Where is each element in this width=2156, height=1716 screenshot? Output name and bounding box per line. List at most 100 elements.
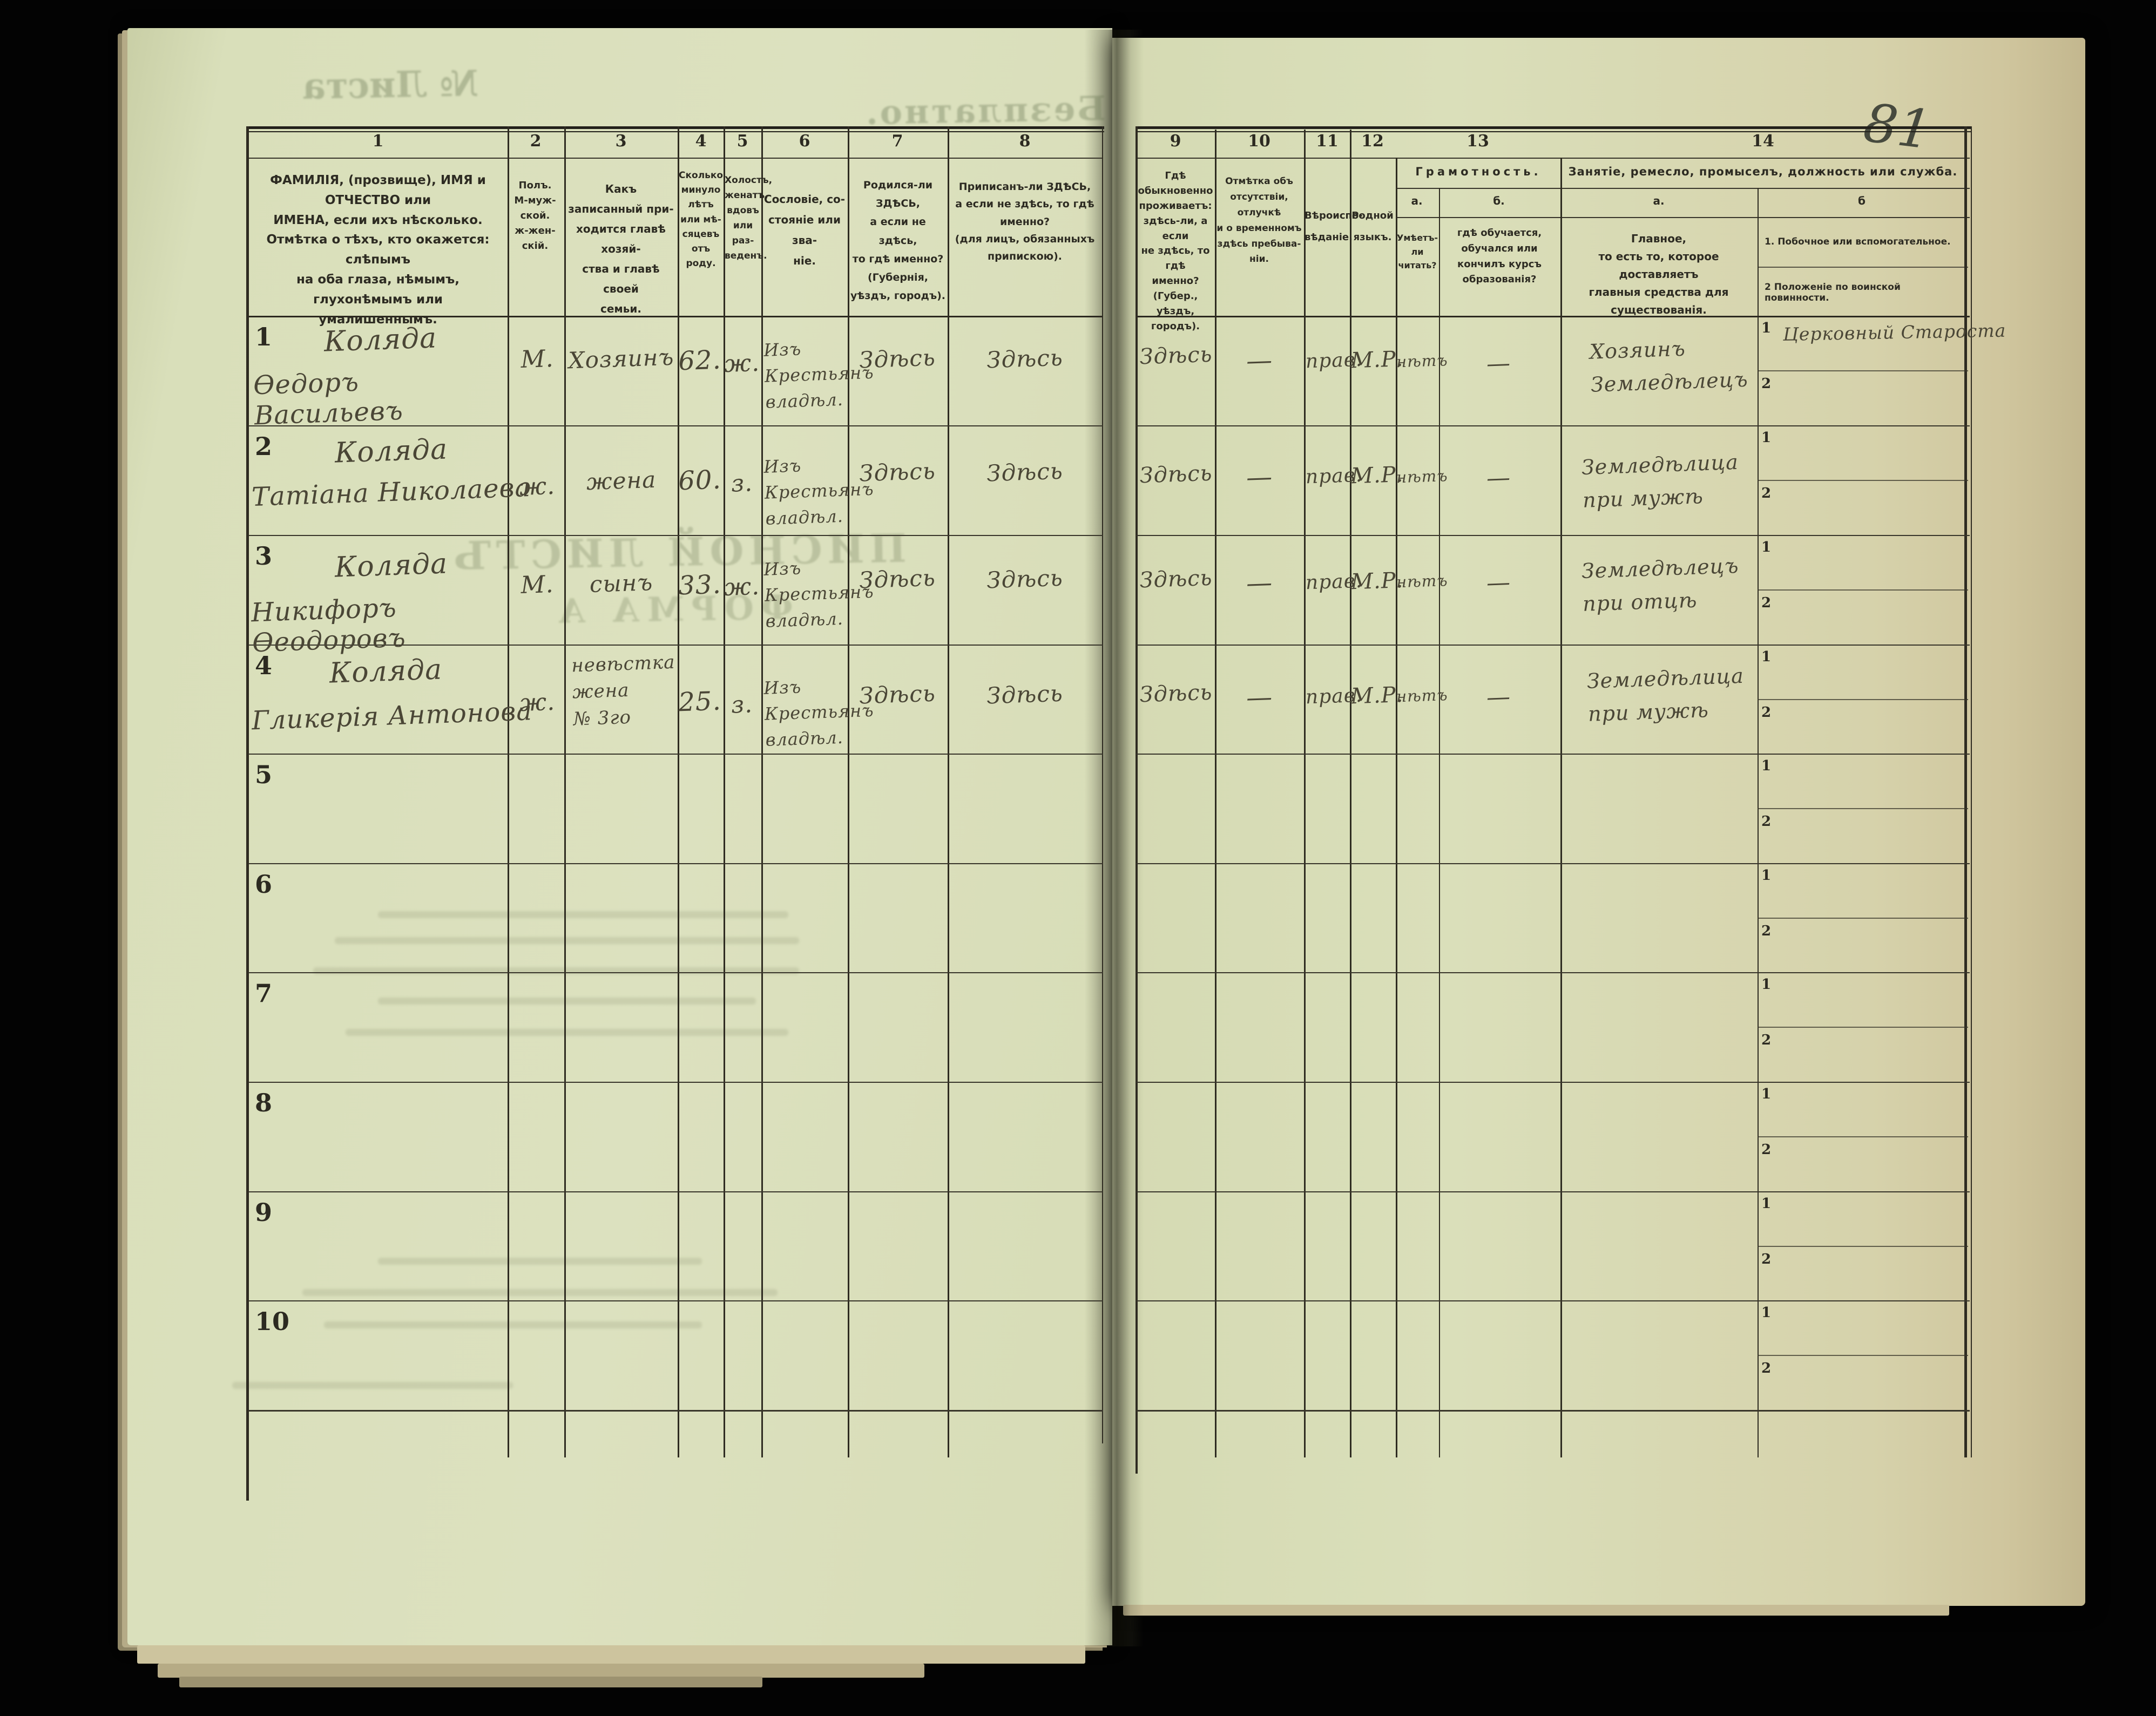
col-number-14: 14: [1752, 132, 1774, 151]
column-header-literacy-title: Грамотность.: [1415, 165, 1542, 178]
row1-education-dash: —: [1486, 349, 1511, 378]
subrow-1-label: 1: [1761, 1196, 1772, 1212]
book-gutter: [1084, 30, 1144, 1646]
rule: [1137, 158, 1970, 159]
row3-religion: прав.: [1305, 569, 1363, 594]
row1-literacy: нѣтъ: [1396, 351, 1449, 371]
row4-absence-dash: —: [1246, 682, 1273, 713]
rule: [508, 126, 509, 1457]
subrow-rule: [1758, 1136, 1968, 1137]
rule: [761, 126, 763, 1457]
row1-given-name: Ѳедоръ Васильевъ: [253, 367, 404, 431]
row4-sex: ж.: [519, 688, 556, 717]
row-rule: [248, 535, 1103, 536]
column-header-marital: Холостъ, женатъ, вдовъ или раз- веденъ.: [725, 175, 773, 262]
row2-surname: Коляда: [334, 433, 449, 470]
row-number: 10: [255, 1307, 290, 1336]
row2-age: 60.: [678, 464, 722, 497]
row3-given-name: Никифоръ Ѳеодоровъ: [251, 593, 407, 659]
col-number-2: 2: [530, 132, 542, 151]
row-rule: [1137, 535, 1970, 536]
row4-occupation: Земледѣлица при мужѣ: [1586, 663, 1745, 726]
row2-language: М.Р.: [1350, 462, 1404, 489]
row1-born-here: Здѣсь: [859, 344, 936, 374]
subrow-rule: [1758, 480, 1968, 481]
row-number: 9: [255, 1198, 273, 1227]
row3-registered-here: Здѣсь: [986, 564, 1064, 594]
row-rule: [248, 1082, 1103, 1083]
sheet-edge: [179, 1677, 762, 1687]
rule: [848, 126, 849, 1457]
row4-religion: прав.: [1305, 684, 1363, 709]
rule: [948, 126, 949, 1457]
row-rule: [248, 1300, 1103, 1301]
row-number: 5: [255, 760, 273, 789]
subrow-2-label: 2: [1761, 376, 1772, 392]
ghost-bleed-line: [378, 1258, 702, 1265]
subrow-rule: [1758, 370, 1968, 371]
col-number-1: 1: [372, 132, 384, 151]
row4-marital: з.: [731, 690, 753, 719]
row2-residence: Здѣсь: [1139, 460, 1213, 489]
column-header-name: ФАМИЛІЯ, (прозвище), ИМЯ и ОТЧЕСТВО или …: [266, 173, 490, 327]
col-number-9: 9: [1170, 132, 1181, 151]
row-rule: [248, 863, 1103, 864]
subrow-2-label: 2: [1761, 813, 1772, 830]
row-rule: [1137, 645, 1970, 646]
row4-age: 25.: [678, 686, 722, 718]
col-number-6: 6: [799, 132, 810, 151]
literacy-sub-a-label: а.: [1411, 194, 1423, 207]
ghost-bleed-line: [324, 1321, 702, 1328]
row3-literacy: нѣтъ: [1396, 571, 1449, 592]
row-rule: [1137, 1410, 1970, 1412]
subrow-2-label: 2: [1761, 1032, 1772, 1048]
rule: [724, 126, 725, 1457]
rule: [248, 316, 1103, 317]
row4-literacy: нѣтъ: [1396, 686, 1449, 706]
rule: [1758, 267, 1968, 268]
column-header-estate: Сословіе, со- стояніе или зва- ніе.: [763, 193, 846, 267]
row-number: 1: [255, 322, 273, 351]
rule: [1964, 126, 1967, 1457]
column-header-occupation-b2: 2 Положеніе по воинской повинности.: [1765, 282, 1901, 303]
column-header-occupation-a: Главное, то есть то, которое доставляетъ…: [1589, 232, 1729, 316]
row3-sex: М.: [520, 570, 555, 600]
rule: [246, 126, 249, 1501]
row-rule: [1137, 1082, 1970, 1083]
row-rule: [248, 754, 1103, 755]
subrow-1-label: 1: [1761, 320, 1772, 336]
row-number: 8: [255, 1088, 273, 1117]
column-header-relation: Какъ записанный при- ходится главѣ хозяй…: [568, 182, 674, 315]
col-number-3: 3: [615, 132, 627, 151]
subrow-2-label: 2: [1761, 704, 1772, 721]
row4-surname: Коляда: [329, 653, 443, 690]
row3-estate: Изъ Крестьянъ владѣл.: [763, 558, 875, 632]
row3-absence-dash: —: [1246, 567, 1273, 599]
ghost-bleed-line: [335, 937, 799, 944]
row2-estate: Изъ Крестьянъ владѣл.: [763, 455, 875, 529]
sheet-edge: [137, 1645, 1085, 1664]
row2-occupation: Земледѣлица при мужѣ: [1581, 450, 1739, 512]
row3-occupation: Земледѣлецъ при отцѣ: [1581, 553, 1740, 616]
ghost-bleed-line: [302, 1289, 778, 1296]
row1-sex: М.: [520, 344, 555, 374]
row-rule: [248, 972, 1103, 973]
subrow-rule: [1758, 808, 1968, 809]
subrow-1-label: 1: [1761, 539, 1772, 555]
column-header-occupation-title: Занятіе, ремесло, промыселъ, должность и…: [1568, 165, 1958, 178]
col-number-11: 11: [1316, 132, 1339, 151]
rule: [564, 126, 566, 1457]
rule: [1439, 188, 1440, 1457]
row1-relation: Хозяинъ: [567, 343, 675, 374]
subrow-1-label: 1: [1761, 758, 1772, 774]
row4-estate: Изъ Крестьянъ владѣл.: [763, 676, 875, 750]
subrow-rule: [1758, 1246, 1968, 1247]
rule: [678, 126, 679, 1457]
row-number: 7: [255, 979, 273, 1008]
col-number-8: 8: [1019, 132, 1031, 151]
row-rule: [1137, 863, 1970, 864]
row-rule: [1137, 1300, 1970, 1301]
rule: [1396, 217, 1970, 218]
rule: [248, 158, 1103, 159]
